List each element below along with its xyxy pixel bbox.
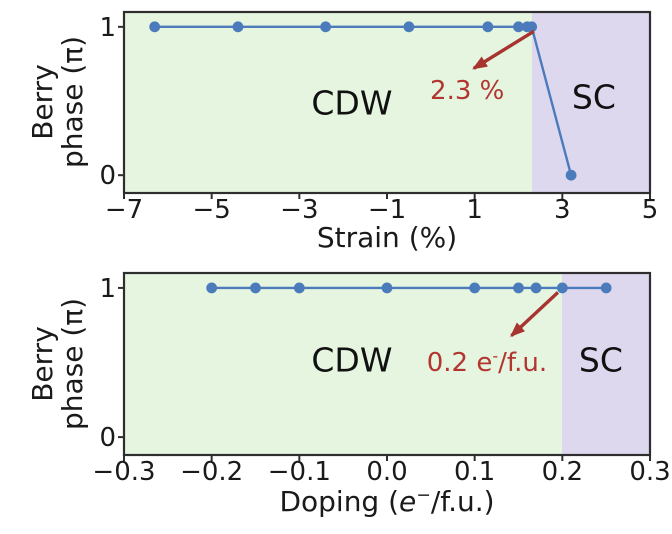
strain-transition-annotation: 2.3 % [430, 75, 505, 106]
x-tick-label: −7 [104, 195, 144, 225]
axis-label-text: /f.u.) [430, 485, 495, 518]
x-tick-label: 3 [554, 195, 571, 225]
superscript-minus: - [492, 345, 499, 365]
sc-region-label: SC [578, 340, 623, 380]
cdw-region-label: CDW [311, 340, 393, 380]
x-tick-label: 0.1 [453, 457, 496, 487]
x-tick-label: −0.2 [180, 457, 244, 487]
x-tick-label: −3 [280, 195, 319, 225]
strain-axis-label: Strain (%) [316, 221, 458, 254]
y-axis-label-line1: Berry [25, 64, 59, 140]
x-tick-label: 1 [466, 195, 483, 225]
x-tick-label: 0.3 [629, 457, 671, 487]
annotation-text: 0.2 e [426, 347, 493, 378]
y-tick-label: 0 [99, 161, 116, 192]
electron-symbol: e [399, 485, 417, 518]
y-tick-label: 0 [99, 423, 116, 454]
cdw-region-label: CDW [311, 83, 393, 122]
y-axis-label-line2: phase (π) [56, 297, 89, 431]
x-tick-label: −5 [192, 195, 231, 225]
x-tick-label: −0.1 [267, 457, 331, 487]
superscript-minus: − [416, 485, 431, 506]
doping-transition-annotation: 0.2 e-/f.u. [426, 345, 548, 378]
axis-label-text: Doping ( [279, 485, 400, 518]
x-tick-label: 0.0 [366, 457, 408, 487]
y-tick-label: 1 [99, 273, 116, 304]
x-tick-label: −0.3 [92, 457, 156, 487]
berry-phase-axis-label: Berry phase (π) [25, 35, 89, 169]
x-tick-label: 0.2 [541, 457, 583, 487]
sc-region-label: SC [571, 77, 616, 117]
annotation-text: /f.u. [498, 347, 548, 378]
berry-phase-axis-label: Berry phase (π) [25, 297, 89, 431]
x-tick-label: 5 [641, 195, 659, 225]
y-axis-label-line1: Berry [25, 326, 59, 402]
x-tick-label: −1 [367, 195, 407, 225]
y-tick-label: 1 [99, 12, 116, 43]
y-axis-label-line2: phase (π) [56, 35, 89, 169]
doping-axis-label: Doping (e−/f.u.) [279, 485, 495, 518]
